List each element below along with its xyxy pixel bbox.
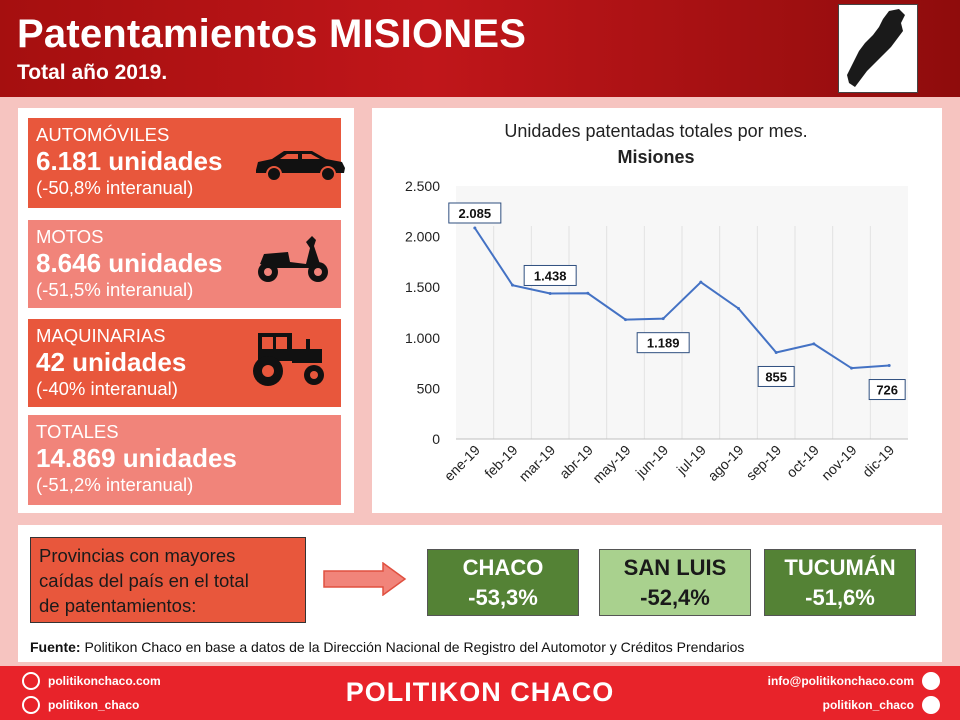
data-point: [548, 291, 552, 295]
data-label: 726: [876, 383, 898, 398]
page-title: Patentamientos MISIONES: [17, 12, 527, 56]
data-point: [699, 280, 703, 284]
stat-change: (-50,8% interanual): [36, 177, 194, 198]
stat-change: (-40% interanual): [36, 378, 178, 399]
stat-change: (-51,5% interanual): [36, 279, 194, 300]
cause-text-box: Provincias con mayores caídas del país e…: [30, 537, 306, 623]
instagram-icon: [22, 696, 40, 714]
stat-card-motos: MOTOS 8.646 unidades (-51,5% interanual): [28, 220, 341, 308]
data-label-box: [448, 202, 502, 224]
stat-value: 6.181 unidades: [36, 146, 223, 176]
footer-twitter-text: politikon_chaco: [822, 698, 914, 712]
arrow-right-icon: [323, 562, 407, 596]
data-point: [624, 318, 627, 322]
line-chart: Unidades patentadas totales por mes. Mis…: [405, 121, 908, 486]
stat-value: 14.869 unidades: [36, 443, 237, 473]
x-tick-label: nov-19: [818, 442, 860, 484]
data-label-box: [523, 264, 577, 286]
data-label-box: [636, 332, 690, 354]
x-tick-label: may-19: [589, 442, 633, 486]
stat-change: (-51,2% interanual): [36, 474, 194, 495]
bottom-panel: Provincias con mayores caídas del país e…: [18, 525, 942, 662]
twitter-icon: [922, 696, 940, 714]
chart-subtitle: Misiones: [617, 147, 694, 167]
stats-panel: AUTOMÓVILES 6.181 unidades (-50,8% inter…: [18, 108, 354, 513]
dribbble-icon: [22, 672, 40, 690]
footer-website-text: politikonchaco.com: [48, 674, 161, 688]
chart-panel: Unidades patentadas totales por mes. Mis…: [372, 108, 942, 513]
footer-brand: POLITIKON CHACO: [345, 677, 615, 707]
footer: POLITIKON CHACO politikonchaco.com polit…: [0, 666, 960, 720]
data-point: [511, 283, 514, 287]
province-name: SAN LUIS: [623, 555, 727, 580]
data-point: [774, 350, 778, 354]
misiones-map-icon: [838, 4, 918, 93]
header: Patentamientos MISIONES Total año 2019.: [0, 0, 960, 97]
y-tick-label: 1.000: [405, 330, 440, 346]
x-tick-label: feb-19: [481, 442, 521, 482]
data-point: [661, 317, 665, 321]
data-label: 855: [765, 369, 787, 384]
footer-instagram-text: politikon_chaco: [48, 698, 140, 712]
tractor-icon: [253, 333, 324, 386]
province-value: -53,3%: [468, 585, 538, 610]
province-name: TUCUMÁN: [784, 555, 896, 580]
source-text: Politikon Chaco en base a datos de la Di…: [80, 639, 745, 655]
province-value: -52,4%: [640, 585, 710, 610]
email-icon: [922, 672, 940, 690]
province-card-tucuman: TUCUMÁN -51,6%: [764, 549, 916, 616]
stat-card-totales: TOTALES 14.869 unidades (-51,2% interanu…: [28, 415, 341, 505]
y-tick-label: 0: [432, 431, 440, 447]
page-subtitle: Total año 2019.: [17, 61, 168, 84]
footer-email-link[interactable]: info@politikonchaco.com: [768, 672, 940, 690]
cause-text-line: Provincias con mayores: [39, 545, 236, 566]
source-note: Fuente: Politikon Chaco en base a datos …: [30, 639, 744, 655]
data-point: [887, 364, 891, 368]
cause-text-line: de patentamientos:: [39, 595, 197, 616]
car-icon: [256, 151, 345, 182]
series-line: [473, 227, 890, 370]
y-tick-label: 1.500: [405, 279, 440, 295]
cause-text-line: caídas del país en el total: [39, 570, 249, 591]
data-label: 1.189: [647, 336, 680, 351]
y-tick-label: 2.000: [405, 229, 440, 245]
data-label: 1.438: [534, 268, 567, 283]
stat-category: MAQUINARIAS: [36, 325, 166, 346]
data-point: [586, 291, 590, 295]
chart-title: Unidades patentadas totales por mes.: [504, 121, 807, 141]
stat-value: 8.646 unidades: [36, 248, 223, 278]
x-tick-label: dic-19: [859, 442, 897, 480]
province-card-chaco: CHACO -53,3%: [427, 549, 579, 616]
province-name: CHACO: [462, 555, 544, 580]
y-tick-label: 500: [417, 380, 441, 396]
footer-website-link[interactable]: politikonchaco.com: [22, 672, 161, 690]
data-point: [737, 306, 740, 310]
footer-instagram-link[interactable]: politikon_chaco: [22, 696, 139, 714]
x-tick-label: ago-19: [704, 442, 746, 484]
data-point: [812, 342, 816, 346]
source-label: Fuente:: [30, 639, 81, 655]
stat-card-automoviles: AUTOMÓVILES 6.181 unidades (-50,8% inter…: [28, 118, 345, 208]
footer-email-text: info@politikonchaco.com: [767, 674, 914, 688]
x-tick-label: jun-19: [632, 442, 672, 482]
stat-category: AUTOMÓVILES: [36, 124, 170, 145]
y-tick-label: 2.500: [405, 178, 440, 194]
scooter-icon: [258, 236, 328, 282]
x-tick-label: ene-19: [441, 442, 483, 484]
province-card-san-luis: SAN LUIS -52,4%: [599, 549, 751, 616]
data-point: [850, 366, 853, 370]
data-label-box: [868, 379, 906, 401]
data-point: [473, 226, 477, 230]
x-tick-label: sep-19: [743, 442, 785, 484]
data-label-box: [757, 365, 795, 387]
data-label: 2.085: [459, 206, 492, 221]
stat-card-maquinarias: MAQUINARIAS 42 unidades (-40% interanual…: [28, 319, 341, 407]
x-tick-label: mar-19: [516, 442, 559, 485]
footer-twitter-link[interactable]: politikon_chaco: [823, 696, 940, 714]
province-value: -51,6%: [805, 585, 875, 610]
stat-category: MOTOS: [36, 226, 104, 247]
stat-category: TOTALES: [36, 421, 119, 442]
x-tick-label: oct-19: [783, 442, 822, 481]
stat-value: 42 unidades: [36, 347, 187, 377]
